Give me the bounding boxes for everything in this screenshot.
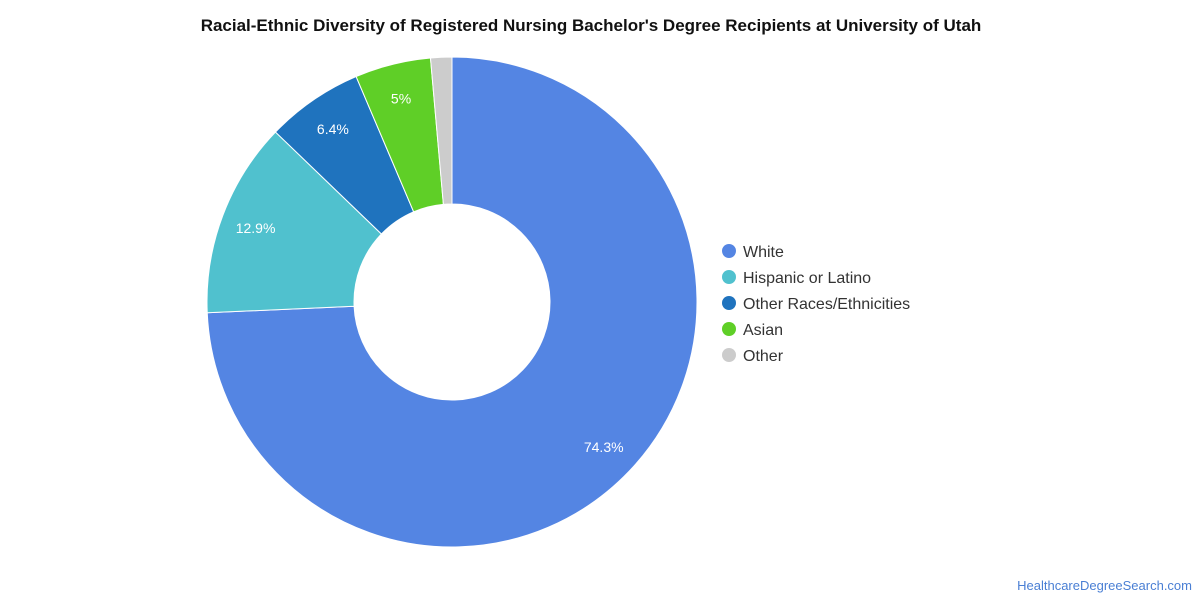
slice-labels-group: 74.3% 12.9% 6.4% 5% (236, 90, 624, 455)
slice-hispanic-or-latino[interactable] (206, 131, 383, 314)
legend-item-hispanic-or-latino[interactable]: Hispanic or Latino (722, 270, 871, 287)
slices-group (206, 56, 698, 548)
legend-swatch-other (722, 348, 736, 362)
legend-item-other-races-ethnicities[interactable]: Other Races/Ethnicities (722, 296, 910, 313)
chart-title: Racial-Ethnic Diversity of Registered Nu… (200, 16, 982, 35)
slice-white[interactable] (206, 56, 698, 548)
legend-label-other-races-ethnicities: Other Races/Ethnicities (743, 296, 910, 313)
legend-label-asian: Asian (743, 322, 783, 339)
legend-label-white: White (743, 244, 784, 261)
legend-swatch-other-races-ethnicities (722, 296, 736, 310)
legend-swatch-white (722, 244, 736, 258)
slice-label-white: 74.3% (584, 439, 624, 455)
watermark-link[interactable]: HealthcareDegreeSearch.com (1017, 578, 1192, 593)
legend-label-hispanic-or-latino: Hispanic or Latino (743, 270, 871, 287)
slice-label-other-races-ethnicities: 6.4% (317, 121, 349, 137)
legend-swatch-asian (722, 322, 736, 336)
legend-swatch-hispanic-or-latino (722, 270, 736, 284)
legend: White Hispanic or Latino Other Races/Ethni… (722, 244, 910, 365)
legend-item-asian[interactable]: Asian (722, 322, 783, 339)
legend-item-other[interactable]: Other (722, 348, 784, 365)
slice-label-hispanic-or-latino: 12.9% (236, 220, 276, 236)
slice-label-asian: 5% (391, 90, 411, 106)
legend-label-other: Other (743, 348, 784, 365)
legend-item-white[interactable]: White (722, 244, 784, 261)
slice-other[interactable] (429, 56, 453, 205)
